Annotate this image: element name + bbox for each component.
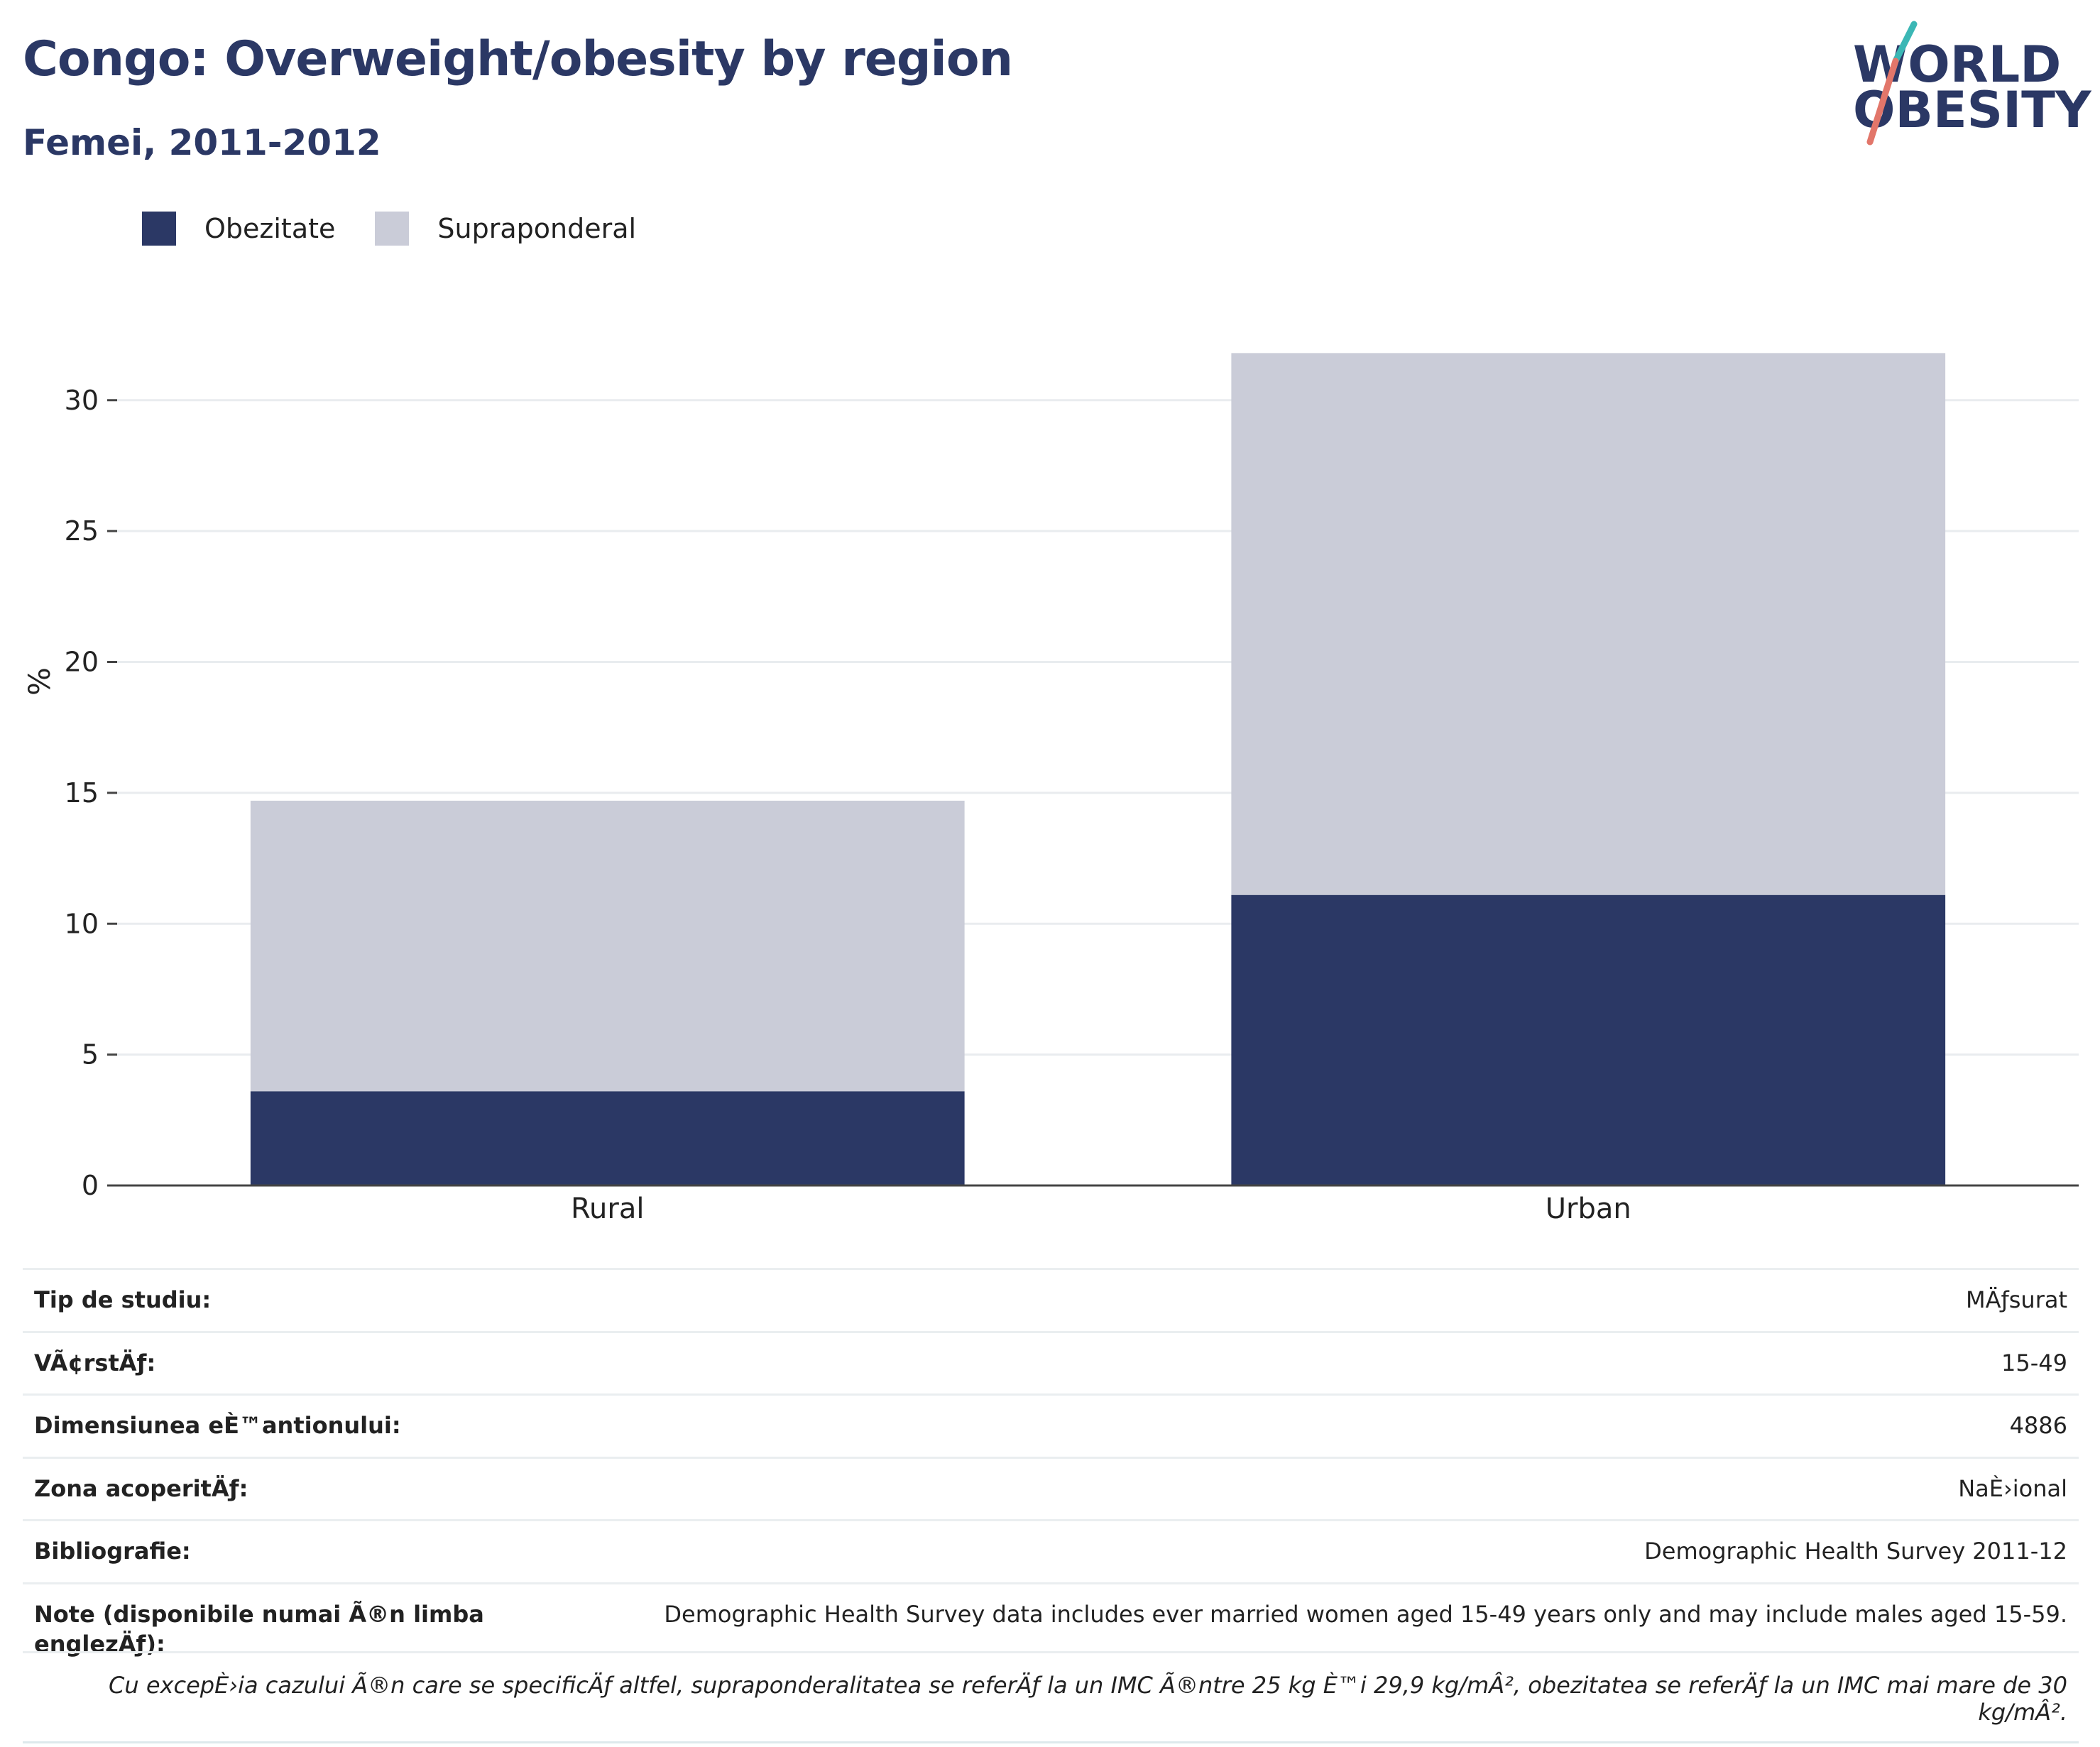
y-tick-label: 0 [82, 1170, 99, 1201]
legend-swatch-obezitate [142, 212, 176, 246]
info-value: 4886 [500, 1393, 2079, 1458]
y-tick-label: 30 [65, 385, 99, 416]
bar-chart: 0 5 10 15 20 25 30% Rural Urban [22, 353, 2079, 1225]
chart-legend: Obezitate Supraponderal [142, 212, 676, 246]
survey-info-table: Tip de studiu: MÄƒsurat VÃ¢rstÄƒ: 15-49 Dime… [23, 1268, 2079, 1675]
info-label: Dimensiunea eÈ™antionului: [23, 1393, 500, 1458]
info-value: Demographic Health Survey 2011-12 [500, 1519, 2079, 1584]
chart-subtitle: Femei, 2011-2012 [23, 122, 381, 163]
legend-item-supraponderal[interactable]: Supraponderal [375, 212, 636, 246]
info-label: Note (disponibile numai Ã®n limba englez… [23, 1582, 500, 1675]
info-value: MÄƒsurat [500, 1268, 2079, 1332]
info-row: Dimensiunea eÈ™antionului: 4886 [23, 1393, 2079, 1458]
y-tick-label: 25 [65, 515, 99, 547]
logo-slash-icon [1866, 21, 1918, 146]
y-tick-label: 5 [82, 1039, 99, 1070]
info-row: Zona acoperitÄƒ: NaÈ›ional [23, 1456, 2079, 1521]
y-tick-label: 15 [65, 777, 99, 809]
logo-line-2: OBESITY [1853, 81, 2091, 139]
legend-item-obezitate[interactable]: Obezitate [142, 212, 335, 246]
y-tick-label: 10 [65, 908, 99, 939]
info-value: NaÈ›ional [500, 1456, 2079, 1521]
info-label: Tip de studiu: [23, 1268, 500, 1332]
y-axis-label: % [22, 667, 57, 696]
info-label: Bibliografie: [23, 1519, 500, 1584]
bar-obezitate-urban [1231, 894, 1946, 1185]
bar-supraponderal-rural [250, 800, 965, 1092]
info-value: Demographic Health Survey data includes … [500, 1582, 2079, 1675]
chart-title: Congo: Overweight/obesity by region [23, 31, 1013, 87]
x-tick-label: Rural [571, 1193, 644, 1225]
info-row: VÃ¢rstÄƒ: 15-49 [23, 1330, 2079, 1395]
info-row: Note (disponibile numai Ã®n limba englez… [23, 1582, 2079, 1675]
bar-supraponderal-urban [1231, 353, 1946, 895]
y-tick-label: 20 [65, 647, 99, 678]
x-tick-label: Urban [1546, 1193, 1631, 1225]
legend-swatch-supraponderal [375, 212, 410, 246]
legend-label-supraponderal: Supraponderal [437, 213, 637, 244]
bar-obezitate-rural [250, 1091, 965, 1185]
info-label: Zona acoperitÄƒ: [23, 1456, 500, 1521]
footnote: Cu excepÈ›ia cazului Ã®n care se specifi… [23, 1651, 2079, 1743]
info-row: Tip de studiu: MÄƒsurat [23, 1268, 2079, 1332]
world-obesity-logo: WORLD OBESITY [1853, 20, 2091, 148]
legend-label-obezitate: Obezitate [204, 213, 336, 244]
info-value: 15-49 [500, 1330, 2079, 1395]
info-row: Bibliografie: Demographic Health Survey 2… [23, 1519, 2079, 1584]
info-label: VÃ¢rstÄƒ: [23, 1330, 500, 1395]
